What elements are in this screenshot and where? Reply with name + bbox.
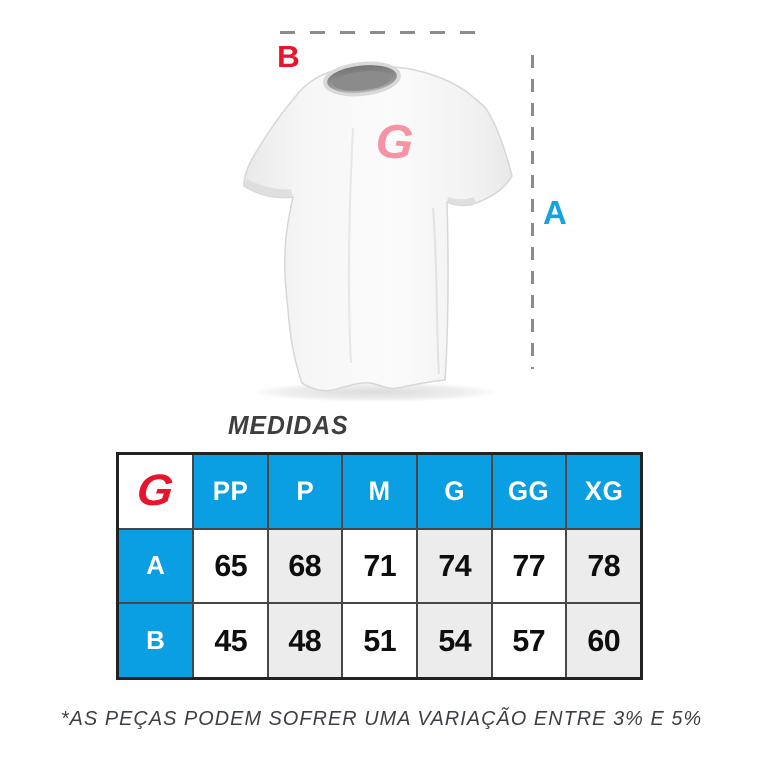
cell-b-p: 48 <box>268 604 342 677</box>
col-header-xg: XG <box>567 455 640 528</box>
fabric-crease-right <box>432 207 440 375</box>
size-table: G PP P M G GG XG A 65 68 71 74 77 78 B 4… <box>116 452 643 680</box>
tshirt-illustration: G <box>243 61 513 402</box>
svg-text:G: G <box>374 115 415 170</box>
variation-footnote: *AS PEÇAS PODEM SOFRER UMA VARIAÇÃO ENTR… <box>60 708 703 730</box>
cell-a-g: 74 <box>417 529 491 603</box>
brand-logo-cell: G <box>119 455 192 528</box>
cell-a-pp: 65 <box>194 529 267 603</box>
cell-b-xg: 60 <box>567 604 640 677</box>
cell-b-gg: 57 <box>492 604 566 677</box>
height-measure-dashed-line <box>531 55 534 369</box>
col-header-gg: GG <box>492 455 566 528</box>
col-header-m: M <box>343 455 416 528</box>
measure-label-a: A <box>543 194 567 231</box>
cell-b-pp: 45 <box>194 604 267 677</box>
col-header-g: G <box>417 455 491 528</box>
fabric-crease-left <box>347 127 354 364</box>
row-label-b: B <box>119 604 192 677</box>
brand-logo-g-icon: G <box>134 466 177 516</box>
cell-b-g: 54 <box>417 604 491 677</box>
cell-a-m: 71 <box>343 529 416 603</box>
section-title: MEDIDAS <box>228 410 349 440</box>
cell-a-xg: 78 <box>567 529 640 603</box>
collar <box>323 61 401 97</box>
col-header-p: P <box>268 455 342 528</box>
right-cuff-shade <box>447 197 476 206</box>
measure-label-b: B <box>277 39 300 74</box>
tshirt-body <box>243 63 513 392</box>
width-measure-dashed-line <box>280 31 488 34</box>
chest-print-g: G <box>374 115 415 170</box>
row-label-a: A <box>119 529 192 603</box>
sleeve-cuff-shade <box>244 179 293 198</box>
ground-shadow <box>250 382 500 402</box>
cell-b-m: 51 <box>343 604 416 677</box>
cell-a-p: 68 <box>268 529 342 603</box>
cell-a-gg: 77 <box>492 529 566 603</box>
col-header-pp: PP <box>194 455 267 528</box>
